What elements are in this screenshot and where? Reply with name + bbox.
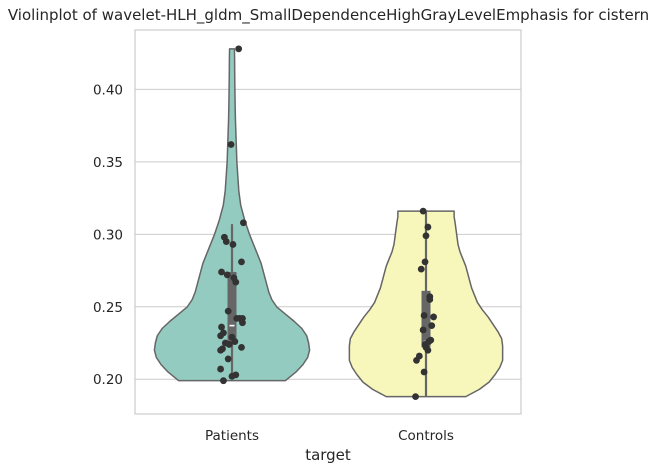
- data-point: [430, 313, 438, 321]
- violin-patients: [153, 48, 311, 382]
- data-point: [419, 326, 427, 334]
- x-tick-label-patients: Patients: [205, 428, 259, 444]
- data-point: [224, 307, 232, 315]
- data-point: [420, 368, 428, 376]
- data-point: [424, 223, 432, 231]
- x-tick-labels: Patients Controls: [205, 428, 454, 444]
- data-point: [420, 312, 428, 319]
- data-point: [220, 377, 227, 385]
- data-point: [421, 258, 429, 266]
- data-point: [229, 241, 237, 248]
- chart-title: Violinplot of wavelet-HLH_gldm_SmallDepe…: [7, 6, 650, 24]
- violins: [153, 48, 504, 398]
- iqr-box-controls: [421, 290, 431, 348]
- data-point: [232, 278, 240, 286]
- data-point: [227, 141, 235, 148]
- data-point: [217, 346, 224, 354]
- iqr-box-patients: [227, 271, 237, 342]
- x-axis-label: target: [305, 446, 351, 464]
- y-tick-label: 0.20: [93, 372, 123, 388]
- data-point: [424, 346, 432, 354]
- y-tick-label: 0.30: [93, 227, 123, 243]
- data-point: [231, 338, 239, 345]
- data-point: [238, 258, 245, 266]
- data-point: [240, 219, 247, 227]
- data-point: [224, 355, 232, 363]
- x-tick-label-controls: Controls: [398, 428, 454, 444]
- data-point: [412, 393, 419, 401]
- data-point: [218, 323, 225, 331]
- data-point: [228, 372, 236, 380]
- data-point: [417, 265, 425, 273]
- data-point: [238, 343, 245, 351]
- box-plots: [227, 211, 431, 397]
- data-point: [426, 296, 434, 303]
- data-point: [235, 45, 243, 53]
- y-tick-label: 0.25: [93, 300, 123, 316]
- y-tick-label: 0.40: [93, 82, 123, 98]
- data-point: [223, 271, 231, 279]
- y-tick-labels: 0.20 0.25 0.30 0.35 0.40: [93, 82, 123, 388]
- data-point: [225, 341, 233, 348]
- data-point: [422, 232, 430, 240]
- data-point: [217, 365, 224, 373]
- data-point: [222, 238, 230, 245]
- y-tick-label: 0.35: [93, 155, 123, 171]
- strip-points: [217, 45, 438, 401]
- data-point: [239, 319, 246, 327]
- data-point: [218, 268, 225, 276]
- data-point: [419, 207, 427, 215]
- axes-frame: [134, 29, 522, 415]
- data-point: [428, 322, 436, 330]
- data-point: [217, 332, 224, 340]
- data-point: [413, 356, 420, 364]
